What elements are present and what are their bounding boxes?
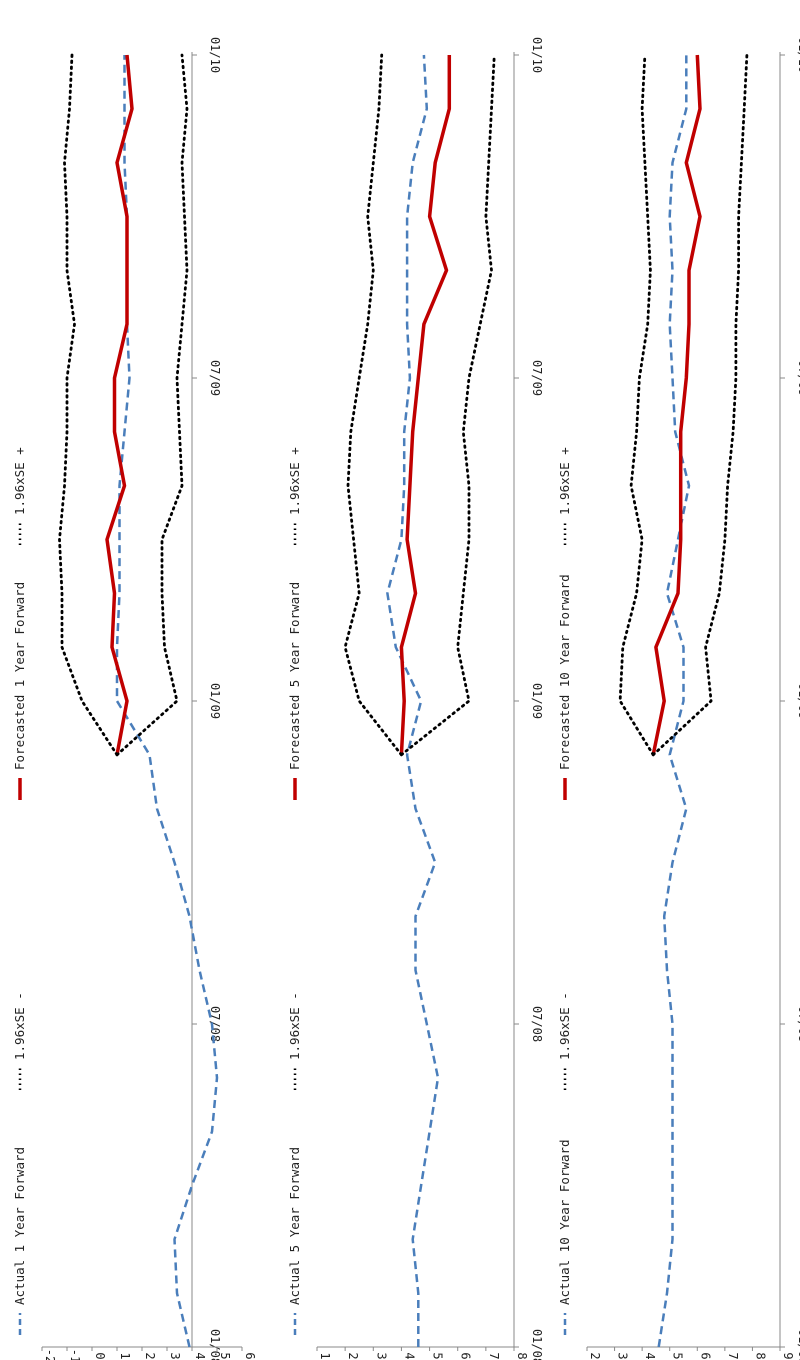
legend-label: Actual 10 Year Forward <box>557 1139 572 1305</box>
y-tick-label: 1 <box>118 1352 132 1359</box>
y-tick-label: 4 <box>402 1352 416 1359</box>
series-line-actual-10-year-forward <box>657 55 691 1348</box>
y-tick-label: 4 <box>193 1352 207 1359</box>
y-tick-label: 3 <box>616 1352 630 1359</box>
series-line-1-96xse- <box>618 53 655 757</box>
x-tick-label: 01/09 <box>530 683 544 719</box>
series-line-1-96xse- <box>58 53 119 757</box>
x-tick-label: 01/10 <box>796 37 800 73</box>
series-line-actual-1-year-forward <box>115 55 219 1348</box>
series-line-forecasted-10-year-forward <box>651 54 702 756</box>
y-tick-label: -1 <box>68 1349 82 1360</box>
legend-label: 1.96xSE - <box>287 992 302 1060</box>
legend-label: 1.96xSE - <box>12 992 27 1060</box>
y-tick-label: 0 <box>93 1352 107 1359</box>
x-tick-label: 07/09 <box>796 360 800 396</box>
legend-label: 1.96xSE + <box>557 447 572 515</box>
y-tick-label: 2 <box>143 1352 157 1359</box>
x-tick-label: 01/09 <box>208 683 222 719</box>
x-tick-label: 01/09 <box>796 683 800 719</box>
y-tick-label: 1 <box>318 1352 332 1359</box>
y-tick-label: 2 <box>346 1352 360 1359</box>
y-tick-label: 7 <box>726 1352 740 1359</box>
y-tick-label: 3 <box>168 1352 182 1359</box>
legend-label: Forecasted 10 Year Forward <box>557 574 572 770</box>
y-tick-label: 6 <box>459 1352 473 1359</box>
y-tick-label: 7 <box>487 1352 501 1359</box>
y-tick-label: 4 <box>643 1352 657 1359</box>
chart-panel-1: 01/08 07/08 01/09 07/09 01/10 -2 -1 0 1 2 3 4 5 6 Actu… <box>12 37 257 1360</box>
legend-label: Actual 5 Year Forward <box>287 1147 302 1305</box>
legend-label: Forecasted 1 Year Forward <box>12 582 27 770</box>
y-tick-label: 5 <box>431 1352 445 1359</box>
y-tick-label: 2 <box>588 1352 602 1359</box>
chart-panel-3: 01/08 07/08 01/09 07/09 01/10 2 3 4 5 6 7 8 9 Actual … <box>557 37 800 1360</box>
series-line-1-96xse- <box>399 53 496 757</box>
x-tick-label: 01/10 <box>530 37 544 73</box>
legend-label: Forecasted 5 Year Forward <box>287 582 302 770</box>
legend-label: 1.96xSE - <box>557 992 572 1060</box>
series-line-1-96xse- <box>115 53 189 757</box>
x-tick-label: 07/08 <box>530 1006 544 1042</box>
series-line-1-96xse- <box>651 53 749 757</box>
x-tick-label: 01/10 <box>208 37 222 73</box>
y-tick-label: 5 <box>218 1352 232 1359</box>
series-line-forecasted-5-year-forward <box>399 55 452 755</box>
y-tick-label: 5 <box>671 1352 685 1359</box>
series-line-actual-5-year-forward <box>386 54 440 1347</box>
series-line-forecasted-1-year-forward <box>105 54 134 756</box>
x-tick-label: 01/08 <box>208 1329 222 1360</box>
x-tick-label: 07/09 <box>530 360 544 396</box>
y-tick-label: 8 <box>753 1352 767 1359</box>
y-tick-label: 8 <box>515 1352 529 1359</box>
x-tick-label: 07/08 <box>208 1006 222 1042</box>
y-tick-label: 9 <box>781 1352 795 1359</box>
chart-panel-2: 01/08 07/08 01/09 07/09 01/10 1 2 3 4 5 6 7 8 Actual … <box>287 37 544 1360</box>
y-tick-label: 3 <box>374 1352 388 1359</box>
series-line-1-96xse- <box>343 53 403 757</box>
x-tick-label: 07/09 <box>208 360 222 396</box>
y-tick-label: 6 <box>243 1352 257 1359</box>
x-tick-label: 01/08 <box>796 1329 800 1360</box>
x-tick-label: 01/08 <box>530 1329 544 1360</box>
y-tick-label: -2 <box>43 1349 57 1360</box>
y-tick-label: 6 <box>698 1352 712 1359</box>
legend-label: 1.96xSE + <box>287 447 302 515</box>
legend-label: Actual 1 Year Forward <box>12 1147 27 1305</box>
legend-label: 1.96xSE + <box>12 447 27 515</box>
x-tick-label: 07/08 <box>796 1006 800 1042</box>
